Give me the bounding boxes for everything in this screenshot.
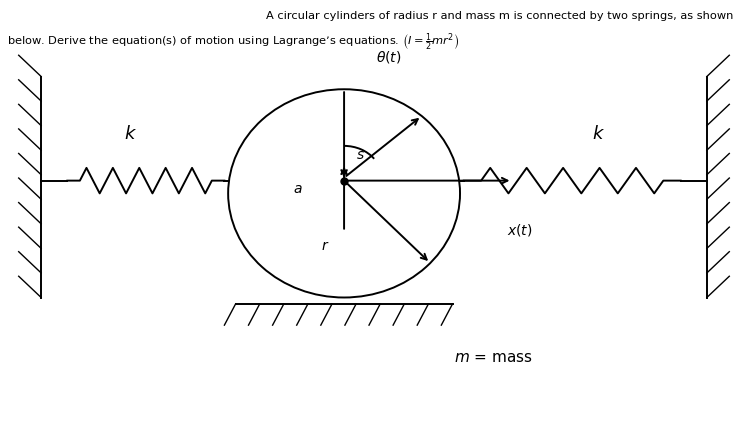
Text: below. Derive the equation(s) of motion using Lagrange’s equations. $\left(I = \: below. Derive the equation(s) of motion … (7, 32, 460, 53)
Text: $x(t)$: $x(t)$ (507, 221, 533, 238)
Text: $m$ = mass: $m$ = mass (454, 349, 533, 365)
Text: $\theta(t)$: $\theta(t)$ (376, 49, 402, 65)
Text: $k$: $k$ (124, 125, 138, 143)
Text: $a$: $a$ (293, 182, 303, 196)
Text: $k$: $k$ (592, 125, 605, 143)
Text: A circular cylinders of radius r and mass m is connected by two springs, as show: A circular cylinders of radius r and mas… (266, 11, 733, 21)
Text: $r$: $r$ (321, 240, 330, 253)
Text: $s$: $s$ (356, 148, 365, 162)
